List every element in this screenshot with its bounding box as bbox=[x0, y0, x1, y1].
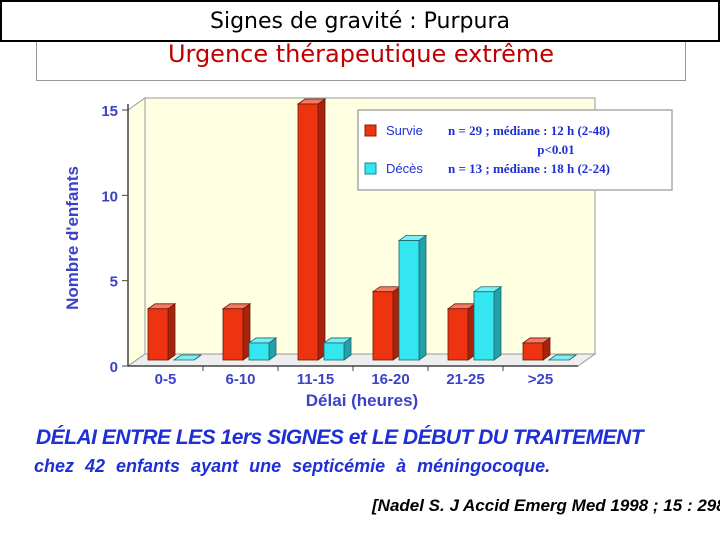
bar-deces-3 bbox=[397, 234, 428, 361]
legend-stat-deces: n = 13 ; médiane : 18 h (2-24) bbox=[448, 161, 610, 176]
side-wall bbox=[127, 97, 146, 367]
x-tick-label: >25 bbox=[528, 371, 553, 388]
y-tick-label: 5 bbox=[110, 274, 118, 291]
citation: [Nadel S. J Accid Emerg Med 1998 ; 15 : … bbox=[372, 496, 720, 515]
x-tick-label: 0-5 bbox=[155, 371, 177, 388]
legend-swatch-deces bbox=[364, 162, 377, 175]
caption-line-1: DÉLAI ENTRE LES 1ers SIGNES et LE DÉBUT … bbox=[36, 426, 644, 449]
y-tick-label: 10 bbox=[101, 188, 118, 205]
bar-survie-1 bbox=[221, 303, 252, 361]
y-axis-label: Nombre d'enfants bbox=[63, 166, 82, 310]
legend-stat-survie: n = 29 ; médiane : 12 h (2-48) bbox=[448, 123, 610, 138]
bar-survie-3 bbox=[371, 285, 402, 361]
chart-legend: Survie n = 29 ; médiane : 12 h (2-48) p<… bbox=[357, 109, 673, 191]
bar-survie-4 bbox=[446, 303, 477, 361]
bar-deces-2 bbox=[322, 337, 353, 361]
slide-title-text: Signes de gravité : Purpura bbox=[210, 8, 510, 34]
slide-title: Signes de gravité : Purpura bbox=[0, 0, 720, 42]
chart-bars bbox=[146, 98, 578, 361]
legend-pvalue: p<0.01 bbox=[537, 142, 574, 157]
y-tick-label: 0 bbox=[110, 359, 118, 376]
bar-survie-5 bbox=[521, 337, 552, 361]
bar-deces-5 bbox=[547, 354, 578, 361]
bar-chart: 0 5 10 15 0-5 6-10 11-15 16-20 21-25 >25 Nombre d… bbox=[63, 97, 673, 410]
bar-deces-1 bbox=[247, 337, 278, 361]
bar-survie-2 bbox=[296, 98, 327, 361]
x-tick-label: 11-15 bbox=[297, 371, 335, 388]
x-axis-label: Délai (heures) bbox=[306, 391, 418, 410]
legend-label-survie: Survie bbox=[386, 123, 423, 138]
bar-deces-0 bbox=[172, 354, 203, 361]
legend-swatch-survie bbox=[364, 124, 377, 137]
bar-survie-0 bbox=[146, 303, 177, 361]
x-tick-label: 6-10 bbox=[225, 371, 255, 388]
chart-axes: 0 5 10 15 0-5 6-10 11-15 16-20 21-25 >25 bbox=[101, 103, 578, 388]
slide-subtitle: Urgence thérapeutique extrême bbox=[36, 42, 686, 81]
legend-label-deces: Décès bbox=[386, 161, 423, 176]
y-tick-label: 15 bbox=[101, 103, 118, 120]
legend-box bbox=[357, 109, 673, 191]
x-tick-label: 16-20 bbox=[371, 371, 409, 388]
caption-line-2: chez 42 enfants ayant une septicémie à m… bbox=[34, 456, 551, 476]
slide-subtitle-text: Urgence thérapeutique extrême bbox=[167, 40, 555, 68]
bar-deces-4 bbox=[472, 285, 503, 361]
x-tick-label: 21-25 bbox=[446, 371, 484, 388]
